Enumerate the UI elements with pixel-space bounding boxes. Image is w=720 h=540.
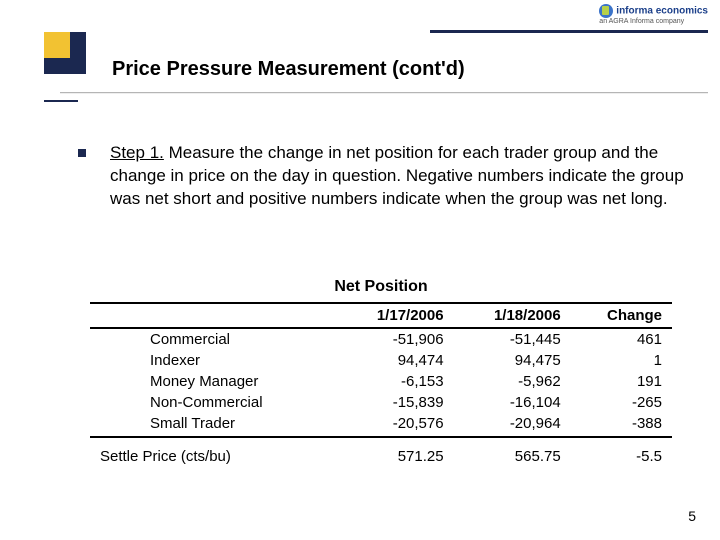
table-footer-row: Settle Price (cts/bu) 571.25 565.75 -5.5 (90, 437, 672, 467)
table-row: Non-Commercial -15,839 -16,104 -265 (90, 392, 672, 413)
step-text: Measure the change in net position for e… (110, 143, 684, 208)
cell-footer-label: Settle Price (cts/bu) (90, 437, 336, 467)
cell-label: Money Manager (90, 371, 336, 392)
cell-footer-d2: 565.75 (454, 437, 571, 467)
body-region: Step 1. Measure the change in net positi… (78, 142, 684, 211)
cell-d1: -20,576 (336, 413, 453, 437)
brand-rule (430, 30, 708, 33)
cell-chg: -388 (571, 413, 672, 437)
brand-logo: informa economics an AGRA Informa compan… (599, 4, 708, 25)
cell-d2: -20,964 (454, 413, 571, 437)
cell-chg: 1 (571, 350, 672, 371)
deco-gold-square (44, 32, 70, 58)
cell-d2: -51,445 (454, 328, 571, 350)
cell-d2: -5,962 (454, 371, 571, 392)
cell-d1: -51,906 (336, 328, 453, 350)
table-row: Commercial -51,906 -51,445 461 (90, 328, 672, 350)
title-underline (60, 92, 708, 93)
th-label (90, 303, 336, 328)
cell-footer-d1: 571.25 (336, 437, 453, 467)
slide-title: Price Pressure Measurement (cont'd) (112, 58, 465, 81)
th-date1: 1/17/2006 (336, 303, 453, 328)
page-number: 5 (688, 508, 696, 524)
cell-chg: 191 (571, 371, 672, 392)
net-position-table-wrap: Net Position 1/17/2006 1/18/2006 Change … (90, 278, 672, 467)
cell-label: Indexer (90, 350, 336, 371)
cell-label: Small Trader (90, 413, 336, 437)
brand-name: informa economics (616, 6, 708, 17)
table-header-row: 1/17/2006 1/18/2006 Change (90, 303, 672, 328)
net-position-table: 1/17/2006 1/18/2006 Change Commercial -5… (90, 302, 672, 467)
step-label: Step 1. (110, 143, 164, 162)
cell-d1: -6,153 (336, 371, 453, 392)
cell-label: Non-Commercial (90, 392, 336, 413)
cell-label: Commercial (90, 328, 336, 350)
title-deco-square (44, 32, 86, 74)
slide: informa economics an AGRA Informa compan… (0, 0, 720, 540)
bullet-step1: Step 1. Measure the change in net positi… (78, 142, 684, 211)
deco-navy-horizontal (44, 58, 86, 74)
cell-d1: -15,839 (336, 392, 453, 413)
brand-tagline: an AGRA Informa company (599, 18, 708, 25)
title-underline-accent (44, 100, 78, 102)
cell-d2: 94,475 (454, 350, 571, 371)
th-change: Change (571, 303, 672, 328)
table-row: Indexer 94,474 94,475 1 (90, 350, 672, 371)
cell-chg: -265 (571, 392, 672, 413)
net-position-title: Net Position (90, 278, 672, 296)
cell-footer-chg: -5.5 (571, 437, 672, 467)
cell-chg: 461 (571, 328, 672, 350)
cell-d1: 94,474 (336, 350, 453, 371)
th-date2: 1/18/2006 (454, 303, 571, 328)
table-row: Money Manager -6,153 -5,962 191 (90, 371, 672, 392)
cell-d2: -16,104 (454, 392, 571, 413)
globe-icon (599, 4, 613, 18)
table-row: Small Trader -20,576 -20,964 -388 (90, 413, 672, 437)
